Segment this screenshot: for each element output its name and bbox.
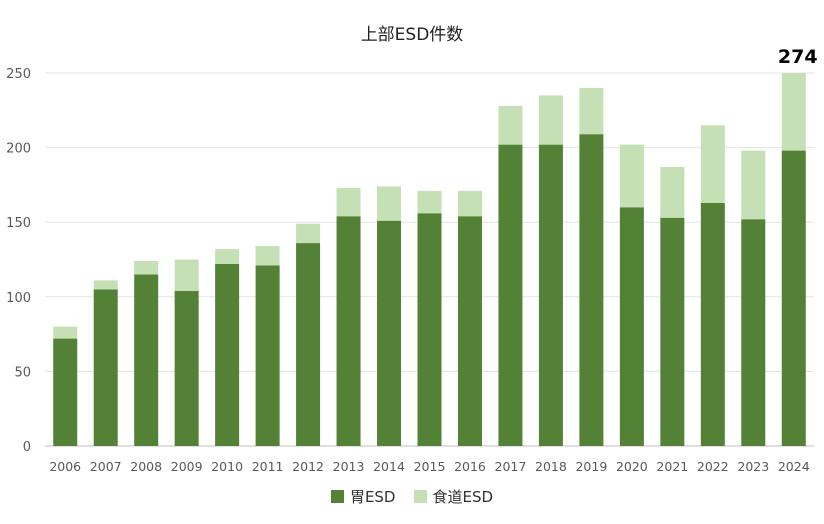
bar-esophageal (457, 190, 482, 217)
bar-esophageal (53, 326, 78, 339)
bar-gastric (498, 144, 523, 446)
chart-title: 上部ESD件数 (360, 25, 464, 45)
bar-esophageal (174, 259, 199, 291)
bar-gastric (660, 217, 685, 446)
x-tick-label: 2021 (656, 459, 688, 474)
x-tick-label: 2015 (414, 459, 446, 474)
bar-gastric (296, 243, 321, 446)
bar-gastric (417, 213, 442, 446)
bar-esophageal (660, 166, 685, 218)
legend-label-esophageal: 食道ESD (432, 488, 494, 506)
x-tick-label: 2006 (49, 459, 81, 474)
bar-gastric (93, 289, 118, 446)
x-tick-label: 2013 (333, 459, 365, 474)
x-tick-label: 2009 (171, 459, 203, 474)
bar-gastric (377, 220, 402, 446)
bar-gastric (215, 263, 240, 446)
x-tick-label: 2014 (373, 459, 405, 474)
bar-esophageal (296, 223, 321, 244)
bar-esophageal (417, 190, 442, 214)
bar-gastric (53, 338, 78, 446)
bar-esophageal (255, 246, 280, 266)
legend-item-esophageal: 食道ESD (413, 486, 494, 507)
x-tick-label: 2019 (575, 459, 607, 474)
bar-gastric (457, 216, 482, 446)
y-tick-label: 250 (6, 67, 31, 82)
y-tick-label: 150 (6, 216, 31, 231)
x-tick-label: 2016 (454, 459, 486, 474)
x-tick-label: 2008 (130, 459, 162, 474)
x-tick-label: 2020 (616, 459, 648, 474)
x-tick-label: 2010 (211, 459, 243, 474)
bar-gastric (741, 219, 766, 446)
legend: 胃ESD 食道ESD (0, 486, 824, 507)
x-tick-label: 2022 (697, 459, 729, 474)
bar-gastric (174, 290, 199, 446)
bar-esophageal (377, 186, 402, 221)
x-tick-label: 2012 (292, 459, 324, 474)
bar-esophageal (538, 95, 563, 145)
x-tick-label: 2023 (737, 459, 769, 474)
x-tick-label: 2011 (252, 459, 284, 474)
bar-gastric (134, 274, 159, 446)
bar-gastric (700, 202, 725, 446)
bar-esophageal (498, 105, 523, 145)
bar-gastric (579, 134, 604, 446)
bar-esophageal (781, 73, 806, 151)
bar-esophageal (336, 187, 361, 217)
legend-item-gastric: 胃ESD (330, 486, 396, 507)
bar-esophageal (134, 260, 159, 275)
bar-esophageal (93, 280, 118, 290)
x-tick-label: 2018 (535, 459, 567, 474)
legend-swatch-esophageal (413, 490, 427, 503)
bar-gastric (538, 144, 563, 446)
y-tick-label: 50 (14, 365, 31, 380)
bar-esophageal (700, 125, 725, 203)
x-tick-label: 2024 (778, 459, 810, 474)
bar-gastric (255, 265, 280, 446)
x-tick-label: 2017 (495, 459, 527, 474)
bar-gastric (619, 207, 644, 446)
bar-esophageal (741, 150, 766, 220)
data-label-total: 274 (778, 46, 818, 68)
bar-esophageal (579, 87, 604, 135)
bar-gastric (781, 150, 806, 447)
bar-gastric (336, 216, 361, 446)
y-tick-label: 200 (6, 142, 31, 157)
legend-swatch-gastric (330, 490, 344, 503)
bar-esophageal (619, 144, 644, 208)
bar-esophageal (215, 249, 240, 264)
y-tick-label: 100 (6, 291, 31, 306)
y-tick-label: 0 (23, 440, 31, 455)
x-tick-label: 2007 (90, 459, 122, 474)
legend-label-gastric: 胃ESD (349, 488, 396, 506)
